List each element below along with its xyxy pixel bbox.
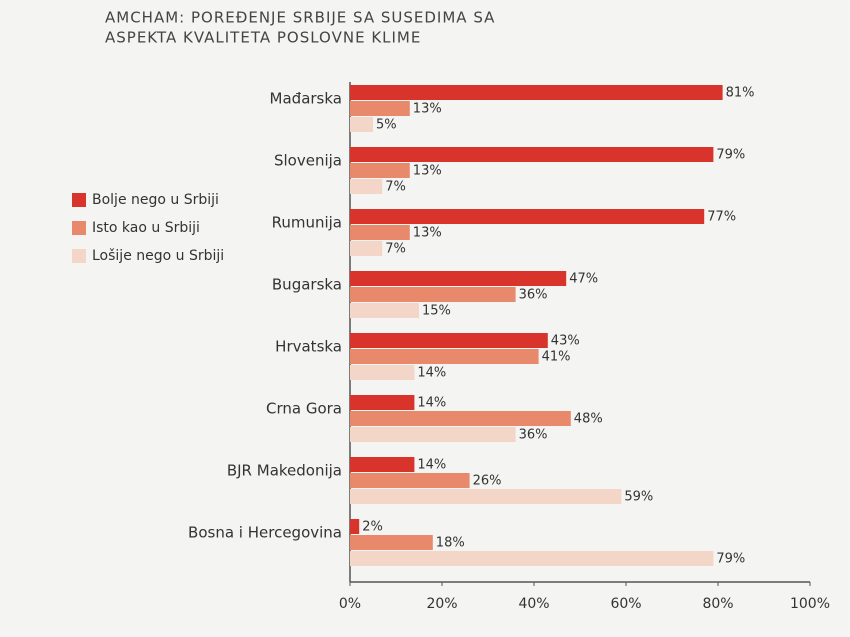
value-label: 14% <box>417 366 446 381</box>
value-label: 36% <box>519 288 548 303</box>
bar <box>350 333 548 348</box>
value-label: 48% <box>574 412 603 427</box>
bar <box>350 551 714 566</box>
bar <box>350 395 415 410</box>
value-label: 2% <box>362 520 383 535</box>
x-tick-label: 80% <box>702 596 733 612</box>
legend-swatch <box>72 193 86 207</box>
category-label: Rumunija <box>272 214 342 232</box>
value-label: 43% <box>551 334 580 349</box>
value-label: 81% <box>726 86 755 101</box>
bar <box>350 411 571 426</box>
bar <box>350 101 410 116</box>
bar <box>350 85 723 100</box>
value-label: 79% <box>716 148 745 163</box>
value-label: 7% <box>385 242 406 257</box>
bar <box>350 473 470 488</box>
value-label: 15% <box>422 304 451 319</box>
bar <box>350 457 415 472</box>
value-label: 59% <box>624 490 653 505</box>
value-label: 77% <box>707 210 736 225</box>
value-label: 13% <box>413 226 442 241</box>
value-label: 47% <box>569 272 598 287</box>
chart-title: AMCHAM: POREĐENJE SRBIJE SA SUSEDIMA SA <box>105 9 495 27</box>
value-label: 26% <box>473 474 502 489</box>
value-label: 13% <box>413 102 442 117</box>
category-label: Bosna i Hercegovina <box>188 524 342 542</box>
chart-title: ASPEKTA KVALITETA POSLOVNE KLIME <box>105 29 421 47</box>
x-tick-label: 60% <box>610 596 641 612</box>
legend-label: Isto kao u Srbiji <box>92 220 200 236</box>
bar <box>350 117 373 132</box>
value-label: 36% <box>519 428 548 443</box>
bar <box>350 303 419 318</box>
category-label: BJR Makedonija <box>227 462 342 480</box>
legend-label: Lošije nego u Srbiji <box>92 248 224 264</box>
bar <box>350 209 705 224</box>
legend-label: Bolje nego u Srbiji <box>92 192 219 208</box>
value-label: 14% <box>417 458 446 473</box>
value-label: 7% <box>385 180 406 195</box>
bar <box>350 519 360 534</box>
category-label: Slovenija <box>274 152 342 170</box>
value-label: 41% <box>542 350 571 365</box>
bar <box>350 427 516 442</box>
bar <box>350 365 415 380</box>
x-tick-label: 100% <box>790 596 830 612</box>
category-label: Mađarska <box>270 90 342 108</box>
bar <box>350 225 410 240</box>
bar <box>350 287 516 302</box>
legend-swatch <box>72 221 86 235</box>
category-label: Bugarska <box>272 276 342 294</box>
bar <box>350 271 567 286</box>
value-label: 79% <box>716 552 745 567</box>
value-label: 5% <box>376 118 397 133</box>
x-tick-label: 0% <box>339 596 361 612</box>
bar <box>350 179 383 194</box>
category-label: Crna Gora <box>266 400 342 418</box>
x-tick-label: 40% <box>518 596 549 612</box>
bar <box>350 535 433 550</box>
bar <box>350 349 539 364</box>
value-label: 13% <box>413 164 442 179</box>
x-tick-label: 20% <box>426 596 457 612</box>
legend-swatch <box>72 249 86 263</box>
bar <box>350 241 383 256</box>
value-label: 14% <box>417 396 446 411</box>
category-label: Hrvatska <box>275 338 342 356</box>
value-label: 18% <box>436 536 465 551</box>
bar <box>350 147 714 162</box>
bar <box>350 163 410 178</box>
bar <box>350 489 622 504</box>
